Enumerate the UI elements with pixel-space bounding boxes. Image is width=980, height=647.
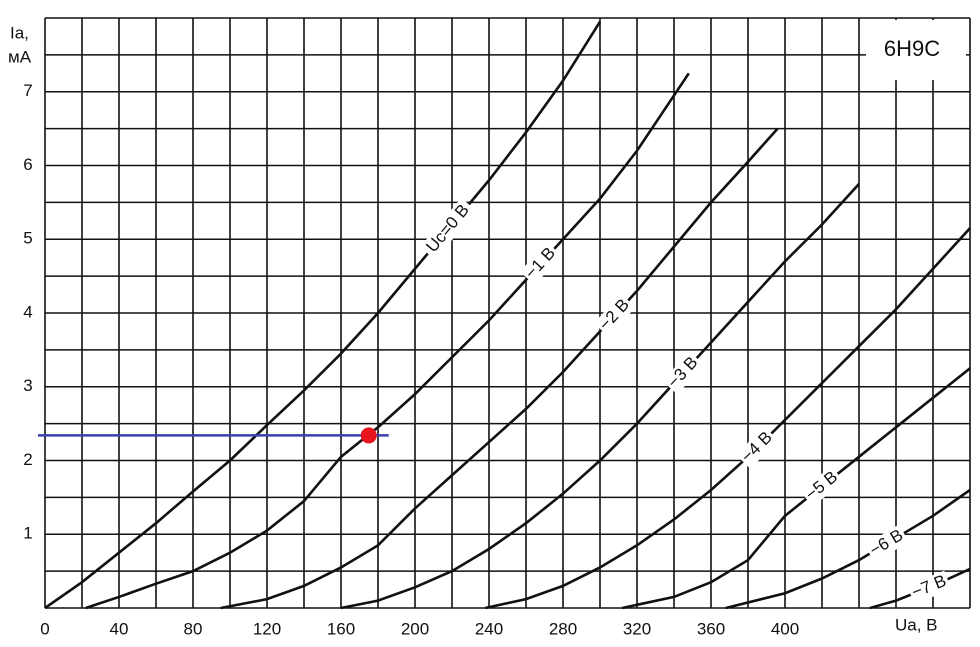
- x-tick-label: 240: [475, 619, 503, 638]
- x-tick-label: 0: [40, 619, 49, 638]
- x-tick-label: 40: [110, 619, 129, 638]
- label-gap: [800, 466, 844, 507]
- curve: [621, 367, 971, 610]
- x-tick-label: 200: [401, 619, 429, 638]
- curve: [485, 227, 971, 610]
- label-gap: [907, 570, 952, 605]
- y-axis-unit: мА: [8, 47, 32, 66]
- x-tick-label: 160: [327, 619, 355, 638]
- x-tick-label: 280: [549, 619, 577, 638]
- y-axis-label: Ia,: [10, 23, 29, 42]
- marker-point: [360, 427, 377, 444]
- y-tick-label: 6: [23, 155, 32, 174]
- curve: [725, 488, 971, 610]
- x-tick-label: 80: [184, 619, 203, 638]
- label-gap: [662, 351, 705, 395]
- x-tick-label: 120: [253, 619, 281, 638]
- curve-label-group: −1 B: [519, 242, 562, 286]
- y-tick-label: 7: [23, 81, 32, 100]
- label-gap: [519, 242, 562, 286]
- label-gap: [420, 197, 477, 260]
- x-tick-label: 400: [771, 619, 799, 638]
- x-tick-label: 320: [623, 619, 651, 638]
- x-tick-label: 360: [697, 619, 725, 638]
- curve: [44, 20, 602, 610]
- label-gap: [864, 524, 910, 563]
- annotation: 6H9C: [884, 36, 940, 61]
- x-axis-label: Ua, B: [895, 615, 938, 634]
- annotation-box: [866, 20, 966, 80]
- y-tick-label: 2: [23, 450, 32, 469]
- y-tick-label: 5: [23, 229, 32, 248]
- curve: [340, 183, 860, 610]
- y-tick-label: 1: [23, 524, 32, 543]
- label-gap: [736, 426, 779, 469]
- label-gap: [593, 293, 636, 337]
- y-tick-label: 4: [23, 302, 32, 321]
- curve: [85, 72, 690, 610]
- y-tick-label: 3: [23, 376, 32, 395]
- curve: [220, 127, 779, 610]
